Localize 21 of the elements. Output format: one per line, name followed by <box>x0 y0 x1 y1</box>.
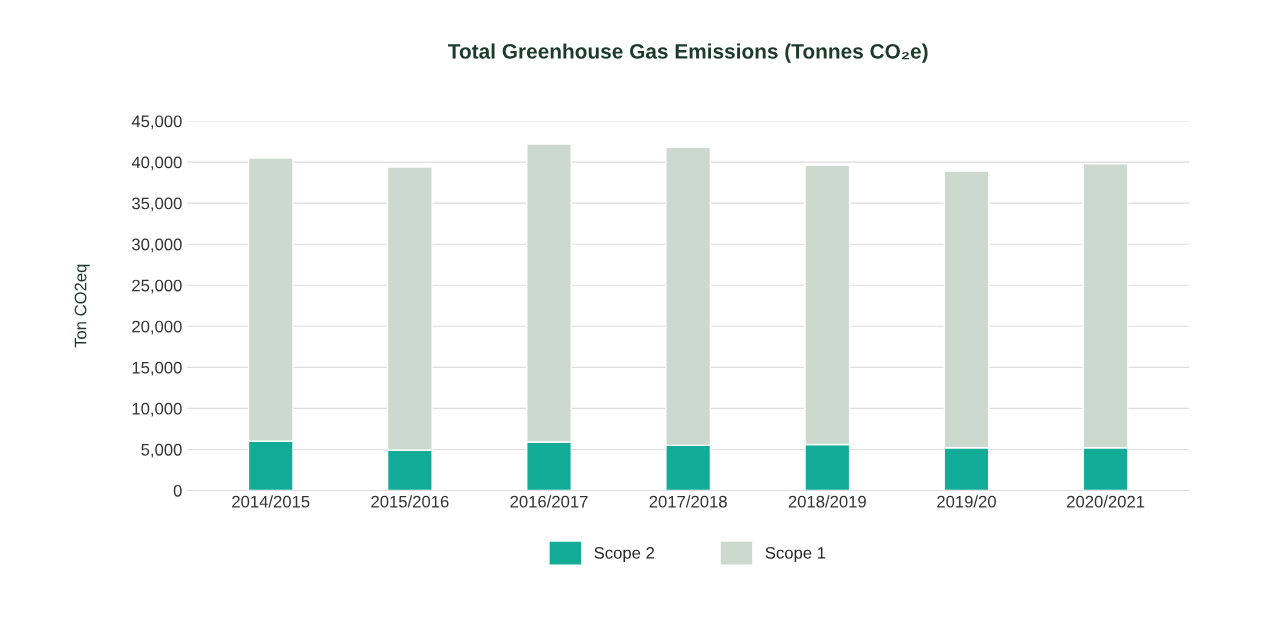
y-tick-label: 35,000 <box>132 197 182 212</box>
y-tick-label: 25,000 <box>132 279 182 294</box>
x-tick-label: 2015/2016 <box>371 495 449 508</box>
y-tick-label: 5,000 <box>141 443 182 458</box>
x-tick-label: 2016/2017 <box>510 495 588 508</box>
legend-label: Scope 1 <box>765 546 826 563</box>
y-tick-label: 15,000 <box>132 361 182 376</box>
x-tick-label: 2018/2019 <box>788 495 866 508</box>
x-tick-label: 2017/2018 <box>649 495 727 508</box>
y-tick-label: 40,000 <box>131 156 182 171</box>
y-axis-title: Ton CO2eq <box>74 264 90 348</box>
chart-title: Total Greenhouse Gas Emissions (Tonnes CO₂e) <box>448 43 928 63</box>
y-tick-label: 10,000 <box>132 402 182 417</box>
x-tick-label: 2019/20 <box>937 495 996 508</box>
y-tick-label: 20,000 <box>132 320 182 335</box>
y-tick-label: 30,000 <box>132 238 182 253</box>
x-tick-label: 2014/2015 <box>232 495 310 508</box>
legend-label: Scope 2 <box>594 546 654 563</box>
x-tick-label: 2020/2021 <box>1067 495 1145 508</box>
y-tick-label: 0 <box>173 484 182 497</box>
y-tick-label: 45,000 <box>131 115 182 130</box>
